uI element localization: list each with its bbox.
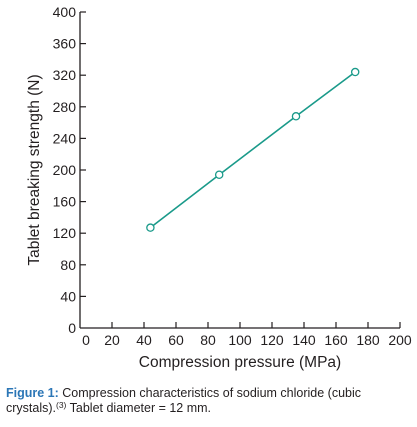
caption-text: Compression characteristics of sodium ch…	[6, 386, 362, 415]
y-tick-label: 120	[53, 225, 77, 241]
y-tick-label: 80	[60, 257, 76, 273]
data-point	[350, 67, 360, 77]
x-axis-title: Compression pressure (MPa)	[139, 354, 341, 371]
series-line	[149, 71, 356, 229]
y-tick-label: 400	[53, 4, 77, 20]
x-tick-label: 20	[104, 332, 120, 348]
y-tick-label: 160	[53, 194, 77, 210]
chart: 0 20 40 60 80 100 120 140 160 180 200 0 40 80 120 160 20…	[26, 4, 412, 371]
y-tick-label: 360	[53, 36, 77, 52]
y-tick-label: 320	[53, 67, 77, 83]
data-point	[146, 223, 155, 232]
y-tick-label: 40	[60, 288, 76, 304]
x-tick-label: 180	[356, 332, 380, 348]
x-tick-label: 200	[388, 332, 412, 348]
data-point	[291, 112, 301, 121]
series	[146, 67, 360, 232]
y-tick-label: 0	[68, 320, 76, 336]
x-tick-label: 0	[82, 332, 90, 348]
x-tick-label: 140	[292, 332, 316, 348]
x-tick-label: 40	[136, 332, 152, 348]
y-axis-title: Tablet breaking strength (N)	[26, 74, 43, 265]
x-tick-label: 80	[200, 332, 216, 348]
x-tick-label: 100	[228, 332, 252, 348]
axes	[79, 12, 400, 329]
y-tick-label: 240	[53, 130, 77, 146]
x-tick-label: 120	[260, 332, 284, 348]
y-tick-label: 200	[53, 162, 77, 178]
figure-caption: Figure 1: Compression characteristics of…	[6, 386, 411, 416]
x-tick-label: 160	[324, 332, 348, 348]
ticks	[80, 11, 401, 328]
x-tick-label: 60	[168, 332, 184, 348]
caption-text-after-ref: Tablet diameter = 12 mm.	[69, 401, 212, 415]
figure-label: Figure 1:	[6, 386, 59, 400]
y-tick-label: 280	[53, 99, 77, 115]
tick-labels: 0 20 40 60 80 100 120 140 160 180 200 0 40 80 120 160 20…	[53, 4, 412, 348]
caption-reference: (3)	[56, 400, 67, 410]
data-point	[214, 170, 224, 179]
